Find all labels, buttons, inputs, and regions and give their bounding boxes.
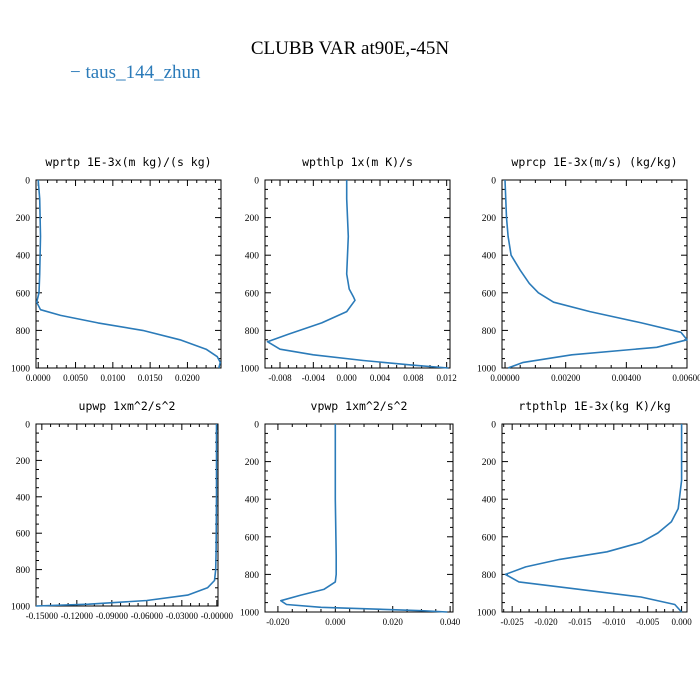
y-tick-label: 1000 (477, 365, 496, 375)
x-tick-label: 0.0100 (100, 373, 125, 383)
y-tick-label: 1000 (240, 365, 259, 375)
x-tick-label: -0.010 (602, 617, 626, 627)
y-tick-label: 400 (245, 252, 260, 262)
panel-title: vpwp 1xm^2/s^2 (311, 399, 408, 413)
y-tick-label: 1000 (11, 365, 30, 375)
x-tick-label: 0.040 (440, 617, 461, 627)
series-line (504, 424, 683, 613)
x-tick-label: 0.00000 (490, 373, 520, 383)
y-tick-label: 200 (245, 214, 260, 224)
chart-panel-2: wpthlp 1x(m K)/s 0 200 400 600 800 1000 -0.008-… (240, 155, 457, 383)
x-tick-label: 0.00200 (551, 373, 581, 383)
y-tick-label: 1000 (11, 603, 30, 613)
y-tick-label: 600 (245, 533, 260, 543)
x-tick-label: -0.15000 (26, 611, 59, 621)
x-tick-label: 0.004 (370, 373, 391, 383)
series-line (504, 179, 688, 369)
x-tick-label: 0.012 (437, 373, 457, 383)
y-tick-label: 0 (25, 421, 30, 431)
y-tick-label: 0 (491, 177, 496, 187)
x-tick-label: 0.0000 (26, 373, 51, 383)
y-tick-label: 0 (25, 177, 30, 187)
series-line (35, 424, 218, 607)
y-tick-label: 200 (16, 214, 31, 224)
x-tick-label: 0.0200 (175, 373, 200, 383)
y-tick-label: 400 (245, 496, 260, 506)
y-tick-label: 600 (245, 289, 260, 299)
x-tick-label: -0.005 (636, 617, 660, 627)
legend-label: − taus_144_zhun (70, 62, 201, 83)
y-tick-label: 200 (16, 457, 31, 467)
y-tick-label: 200 (482, 458, 497, 468)
chart-panel-5: vpwp 1xm^2/s^2 0 200 400 600 800 1000 -0.020 0.0… (240, 399, 461, 627)
y-tick-label: 400 (482, 496, 497, 506)
series-line (266, 180, 449, 369)
x-tick-label: -0.008 (268, 373, 292, 383)
x-tick-label: 0.000 (325, 617, 346, 627)
y-tick-label: 400 (16, 493, 31, 503)
x-tick-label: 0.0150 (138, 373, 163, 383)
y-tick-label: 800 (245, 571, 260, 581)
x-tick-label: -0.020 (534, 617, 558, 627)
x-tick-label: 0.000 (671, 617, 692, 627)
y-tick-label: 400 (16, 252, 31, 262)
chart-panel-3: wprcp 1E-3x(m/s) (kg/kg) 0 200 400 600 800 100… (477, 155, 700, 383)
figure-title: CLUBB VAR at90E,-45N (251, 38, 450, 59)
chart-panel-1: wprtp 1E-3x(m kg)/(s kg) 0 200 400 600 800 100… (11, 155, 222, 383)
panel-title: upwp 1xm^2/s^2 (79, 399, 176, 413)
x-tick-label: 0.0050 (63, 373, 88, 383)
y-tick-label: 0 (254, 177, 259, 187)
y-tick-label: 0 (491, 421, 496, 431)
plot-frame (35, 179, 222, 369)
y-tick-label: 600 (482, 533, 497, 543)
y-tick-label: 200 (245, 458, 260, 468)
x-tick-label: -0.00000 (201, 611, 234, 621)
legend: − taus_144_zhun (70, 62, 201, 83)
x-tick-label: -0.025 (501, 617, 525, 627)
x-tick-label: -0.12000 (61, 611, 94, 621)
y-tick-label: 1000 (477, 609, 496, 619)
y-tick-label: 600 (482, 289, 497, 299)
y-tick-label: 800 (482, 327, 497, 337)
x-tick-label: 0.00600 (672, 373, 700, 383)
chart-panel-6: rtpthlp 1E-3x(kg K)/kg02004006008001000-… (477, 399, 692, 627)
y-tick-label: 800 (245, 327, 260, 337)
x-tick-label: 0.000 (337, 373, 358, 383)
y-tick-label: 400 (482, 252, 497, 262)
x-tick-label: 0.020 (383, 617, 404, 627)
y-tick-label: 0 (254, 421, 259, 431)
y-tick-label: 800 (16, 566, 31, 576)
series-line (35, 179, 222, 369)
panel-title: rtpthlp 1E-3x(kg K)/kg (518, 399, 670, 413)
x-tick-label: -0.020 (266, 617, 290, 627)
plot-frame (501, 179, 688, 369)
y-tick-label: 1000 (240, 609, 259, 619)
panel-title: wprcp 1E-3x(m/s) (kg/kg) (511, 155, 677, 169)
x-tick-label: 0.00400 (612, 373, 642, 383)
y-tick-label: 600 (16, 289, 31, 299)
y-tick-label: 800 (482, 571, 497, 581)
x-tick-label: 0.008 (403, 373, 424, 383)
chart-panel-4: upwp 1xm^2/s^202004006008001000-0.15000-… (11, 399, 233, 621)
x-tick-label: -0.03000 (166, 611, 199, 621)
x-tick-label: -0.015 (568, 617, 592, 627)
panel-title: wpthlp 1x(m K)/s (302, 155, 413, 169)
y-tick-label: 600 (16, 530, 31, 540)
plot-frame (264, 423, 454, 613)
x-tick-label: -0.004 (302, 373, 326, 383)
x-tick-label: -0.09000 (96, 611, 129, 621)
plot-frame (264, 179, 451, 369)
plot-frame (35, 423, 219, 607)
y-tick-label: 800 (16, 327, 31, 337)
x-tick-label: -0.06000 (131, 611, 164, 621)
y-tick-label: 200 (482, 214, 497, 224)
series-line (279, 424, 448, 613)
panel-title: wprtp 1E-3x(m kg)/(s kg) (45, 155, 211, 169)
panels: wprtp 1E-3x(m kg)/(s kg) 0 200 400 600 800 100… (11, 155, 700, 627)
